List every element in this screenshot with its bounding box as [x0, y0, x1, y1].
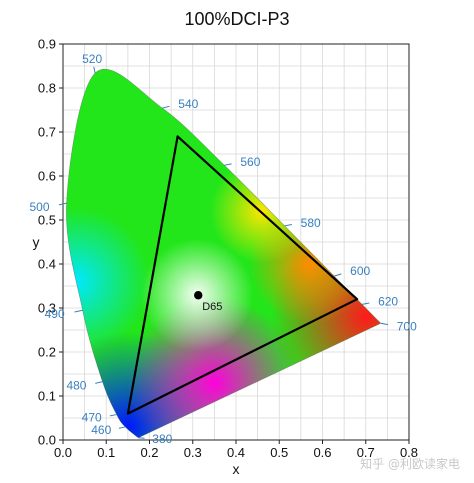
wavelength-tick-460	[118, 426, 126, 429]
x-tick-label: 0.0	[54, 445, 72, 460]
y-tick-label: 0.6	[38, 169, 56, 184]
y-tick-label: 0.9	[38, 37, 56, 52]
wavelength-tick-620	[361, 302, 370, 305]
x-tick-label: 0.2	[140, 445, 158, 460]
y-tick-label: 0.4	[38, 257, 56, 272]
wavelength-tick-560	[224, 163, 232, 166]
wavelength-tick-480	[95, 381, 103, 384]
wavelength-tick-500	[58, 202, 67, 206]
wavelength-label-480: 480	[66, 379, 86, 393]
y-tick-label: 0.2	[38, 345, 56, 360]
wavelength-tick-470	[109, 414, 117, 417]
white-point-label: D65	[202, 301, 222, 313]
x-tick-label: 0.4	[227, 445, 245, 460]
y-tick-label: 0.8	[38, 81, 56, 96]
wavelength-label-520: 520	[82, 52, 102, 66]
wavelength-label-460: 460	[91, 423, 111, 437]
wavelength-tick-540	[162, 105, 170, 109]
wavelength-label-540: 540	[178, 97, 198, 111]
watermark-text: 知乎 @利欧读家电	[360, 457, 460, 471]
x-tick-label: 0.3	[184, 445, 202, 460]
y-tick-label: 0.1	[38, 389, 56, 404]
y-tick-label: 0.5	[38, 213, 56, 228]
chart-title: 100%DCI-P3	[184, 9, 290, 29]
wavelength-tick-520	[93, 66, 96, 74]
wavelength-label-700: 700	[397, 319, 417, 333]
dci-p3-gamut-triangle	[126, 135, 359, 415]
y-tick-label: 0.0	[38, 433, 56, 448]
wavelength-tick-600	[334, 273, 342, 277]
y-tick-label: 0.3	[38, 301, 56, 316]
wavelength-label-620: 620	[378, 294, 398, 308]
x-tick-label: 0.6	[313, 445, 331, 460]
wavelength-tick-700	[380, 322, 389, 326]
x-tick-label: 0.1	[97, 445, 115, 460]
x-tick-label: 0.7	[357, 445, 375, 460]
wavelength-label-580: 580	[301, 216, 321, 230]
white-point-marker	[194, 291, 203, 300]
x-tick-label: 0.8	[400, 445, 418, 460]
spectral-locus-outline	[66, 68, 382, 439]
x-axis-label: x	[233, 461, 240, 477]
x-tick-label: 0.5	[270, 445, 288, 460]
y-axis-label: y	[33, 234, 40, 250]
wavelength-tick-490	[74, 309, 83, 313]
y-tick-label: 0.7	[38, 125, 56, 140]
wavelength-label-380: 380	[152, 432, 172, 446]
wavelength-label-600: 600	[350, 264, 370, 278]
wavelength-label-490: 490	[45, 307, 65, 321]
wavelength-label-560: 560	[240, 155, 260, 169]
wavelength-label-470: 470	[82, 411, 102, 425]
wavelength-tick-580	[284, 224, 292, 227]
wavelength-label-500: 500	[30, 200, 50, 214]
